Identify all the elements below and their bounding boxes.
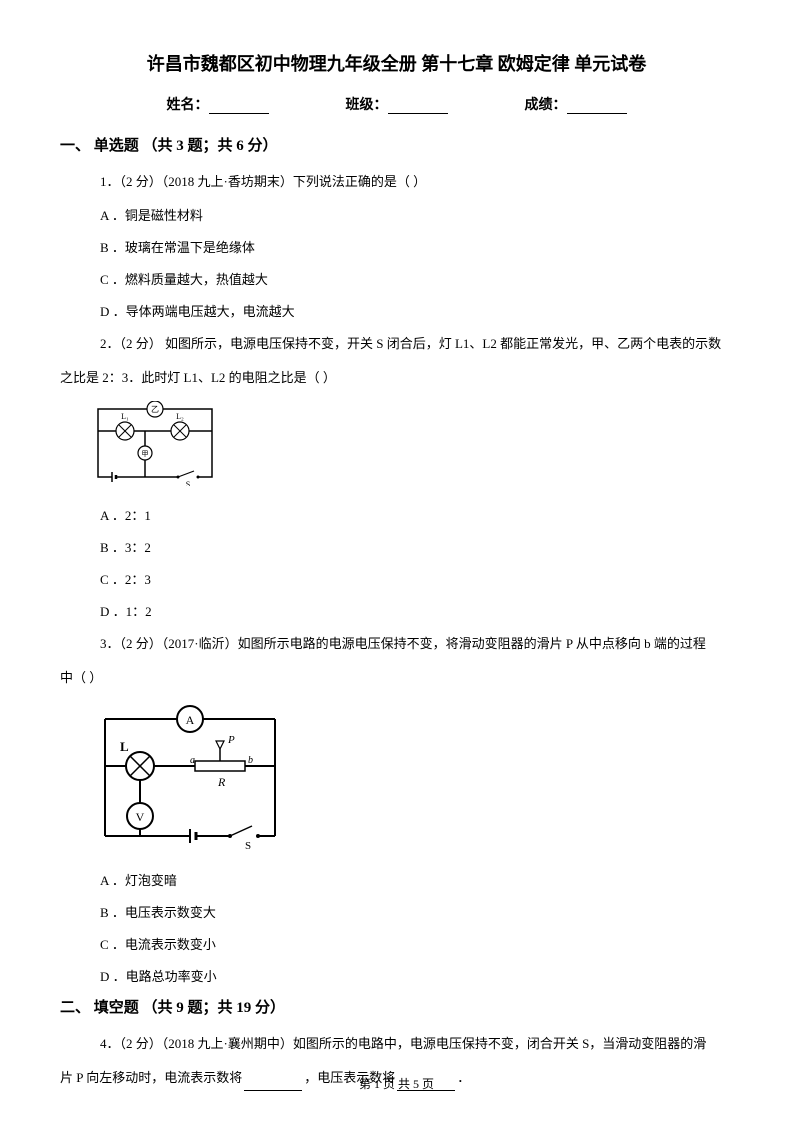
q3-stem-1: 3．（2 分）（2017·临沂）如图所示电路的电源电压保持不变，将滑动变阻器的滑…	[60, 631, 733, 657]
score-blank[interactable]	[567, 100, 627, 114]
name-label: 姓名：	[167, 98, 209, 113]
class-label: 班级：	[346, 98, 388, 113]
q2-option-c: C ．2：3	[60, 567, 733, 593]
q1-option-a: A ．铜是磁性材料	[60, 203, 733, 229]
meter-mid-label: 甲	[142, 450, 149, 458]
voltmeter-label: V	[136, 810, 145, 824]
circuit-1-svg: 乙 L₁ L₂ 甲 S	[90, 401, 220, 486]
q2-option-d: D ．1：2	[60, 599, 733, 625]
name-blank[interactable]	[209, 100, 269, 114]
q2-option-b: B ．3：2	[60, 535, 733, 561]
q1-option-b: B ．玻璃在常温下是绝缘体	[60, 235, 733, 261]
lamp-label: L	[120, 739, 129, 754]
q2-option-a: A ．2：1	[60, 503, 733, 529]
switch-label-2: S	[245, 840, 251, 851]
q3-option-b: B ．电压表示数变大	[60, 900, 733, 926]
q2-stem-1: 2．（2 分） 如图所示，电源电压保持不变，开关 S 闭合后，灯 L1、L2 都…	[60, 331, 733, 357]
resistor-r-label: R	[217, 775, 226, 789]
circuit-2-svg: A L P a b R V S	[90, 701, 290, 851]
q2-stem-2: 之比是 2：3．此时灯 L1、L2 的电阻之比是（ ）	[60, 365, 733, 391]
q1-option-c: C ．燃料质量越大，热值越大	[60, 267, 733, 293]
meter-top-label: 乙	[151, 405, 159, 414]
slider-p-label: P	[227, 734, 235, 746]
l1-label: L₁	[121, 412, 129, 421]
q4-stem-1: 4．（2 分）（2018 九上·襄州期中）如图所示的电路中，电源电压保持不变，闭…	[60, 1031, 733, 1057]
switch-label-1: S	[186, 480, 190, 486]
q3-option-c: C ．电流表示数变小	[60, 932, 733, 958]
q1-stem: 1．（2 分）（2018 九上·香坊期末）下列说法正确的是（ ）	[60, 169, 733, 195]
slider-a-label: a	[190, 755, 195, 766]
q1-option-d: D ．导体两端电压越大，电流越大	[60, 299, 733, 325]
q3-option-a: A ．灯泡变暗	[60, 868, 733, 894]
ammeter-label: A	[186, 713, 195, 727]
q2-circuit-diagram: 乙 L₁ L₂ 甲 S	[90, 401, 733, 491]
l2-label: L₂	[176, 412, 184, 421]
section-1-header: 一、 单选题 （共 3 题；共 6 分）	[60, 134, 733, 155]
score-label: 成绩：	[525, 98, 567, 113]
q3-circuit-diagram: A L P a b R V S	[90, 701, 733, 856]
q3-option-d: D ．电路总功率变小	[60, 964, 733, 990]
q3-stem-2: 中（ ）	[60, 665, 733, 691]
exam-title: 许昌市魏都区初中物理九年级全册 第十七章 欧姆定律 单元试卷	[60, 50, 733, 76]
student-info-row: 姓名： 班级： 成绩：	[60, 94, 733, 114]
section-2-header: 二、 填空题 （共 9 题；共 19 分）	[60, 996, 733, 1017]
slider-b-label: b	[248, 755, 253, 766]
class-blank[interactable]	[388, 100, 448, 114]
page-footer: 第 1 页 共 5 页	[0, 1075, 793, 1092]
